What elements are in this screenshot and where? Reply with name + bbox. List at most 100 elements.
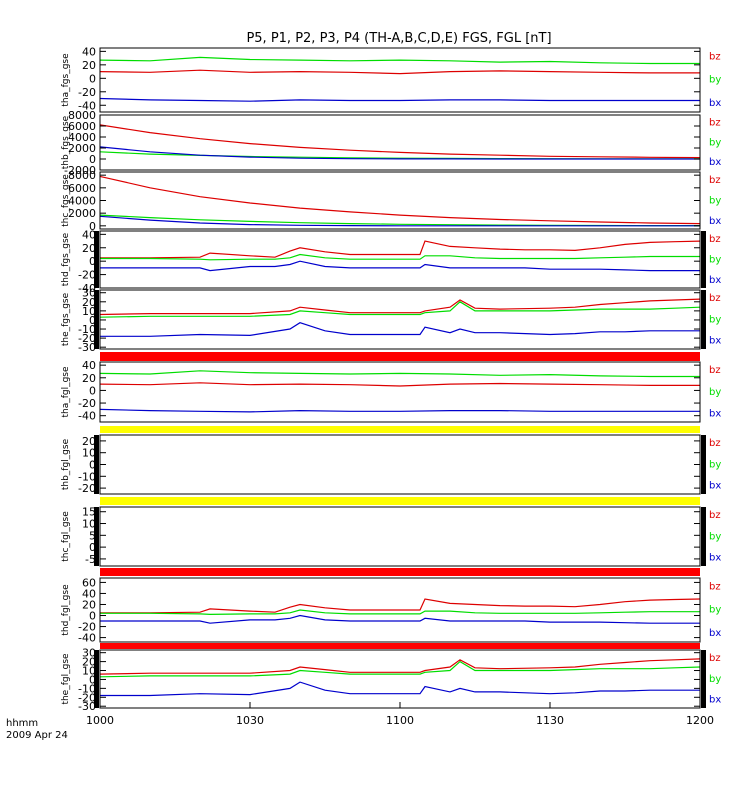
legend-by: by bbox=[709, 531, 721, 542]
panel-frame bbox=[99, 114, 701, 171]
series-line-bz bbox=[99, 175, 701, 225]
status-band bbox=[100, 426, 700, 433]
panel-frame bbox=[99, 47, 701, 113]
y-tick-label: -10 bbox=[78, 323, 96, 336]
y-tick-label: 20 bbox=[82, 598, 96, 611]
y-tick-label: -5 bbox=[85, 553, 96, 566]
legend-by: by bbox=[709, 314, 721, 325]
y-tick-label: 0 bbox=[89, 255, 96, 268]
y-tick-label: 0 bbox=[89, 541, 96, 554]
legend-bz: bz bbox=[709, 293, 721, 304]
series-line-by bbox=[99, 370, 700, 378]
y-tick-label: 0 bbox=[89, 72, 96, 85]
series-line-bx bbox=[99, 408, 700, 413]
series-line-bx bbox=[100, 614, 700, 624]
y-tick-label: -2000 bbox=[64, 164, 96, 177]
y-tick-label: 40 bbox=[82, 45, 96, 58]
legend-by: by bbox=[709, 459, 721, 470]
panel-frame bbox=[99, 434, 701, 495]
y-tick-label: 60 bbox=[82, 576, 96, 589]
y-tick-label: -40 bbox=[78, 632, 96, 645]
legend-bx: bx bbox=[709, 408, 721, 419]
panel-frame bbox=[99, 289, 701, 350]
series-line-bz bbox=[100, 240, 701, 259]
panel-frame bbox=[99, 171, 701, 230]
y-tick-label: 0 bbox=[89, 459, 96, 472]
y-tick-label: 20 bbox=[82, 656, 96, 669]
y-tick-label: -20 bbox=[78, 397, 96, 410]
series-line-bz bbox=[100, 598, 701, 614]
y-tick-label: 20 bbox=[82, 372, 96, 385]
legend-bz: bz bbox=[709, 52, 721, 63]
legend-bx: bx bbox=[709, 336, 721, 347]
legend-bz: bz bbox=[709, 234, 721, 245]
series-line-by bbox=[100, 609, 700, 616]
legend-bx: bx bbox=[709, 216, 721, 227]
panel-ylabel: thc_fgl_gse bbox=[61, 511, 71, 562]
legend-bz: bz bbox=[709, 582, 721, 593]
x-tick-label: 1100 bbox=[386, 714, 414, 727]
y-tick-label: -20 bbox=[78, 621, 96, 634]
y-tick-label: 20 bbox=[82, 242, 96, 255]
panel-side-marker bbox=[701, 650, 706, 708]
series-line-bx bbox=[99, 215, 700, 227]
series-line-bz bbox=[99, 69, 700, 75]
panel-ylabel: thb_fgs_gse bbox=[61, 115, 71, 169]
panel-side-marker bbox=[94, 435, 99, 494]
series-line-by bbox=[99, 301, 701, 318]
panel-frame bbox=[99, 649, 701, 709]
y-tick-label: -20 bbox=[78, 269, 96, 282]
series-line-bx bbox=[99, 97, 700, 102]
legend-bz: bz bbox=[709, 653, 721, 664]
legend-bz: bz bbox=[709, 365, 721, 376]
panel-side-marker bbox=[701, 290, 706, 349]
y-tick-label: 20 bbox=[82, 435, 96, 448]
series-line-bz bbox=[99, 298, 701, 316]
panel-frame bbox=[99, 506, 701, 567]
panel-ylabel: thd_fgl_gse bbox=[61, 584, 71, 636]
chart-title: P5, P1, P2, P3, P4 (TH-A,B,C,D,E) FGS, F… bbox=[246, 31, 551, 46]
series-line-by bbox=[100, 253, 700, 261]
legend-by: by bbox=[709, 75, 721, 86]
legend-bx: bx bbox=[709, 157, 721, 168]
series-line-bx bbox=[100, 260, 700, 272]
y-tick-label: 10 bbox=[82, 665, 96, 678]
panel-side-marker bbox=[94, 507, 99, 566]
y-tick-label: 20 bbox=[82, 296, 96, 309]
legend-bx: bx bbox=[709, 553, 721, 564]
status-band bbox=[100, 568, 700, 576]
y-tick-label: 30 bbox=[82, 647, 96, 660]
x-tick-label: 1130 bbox=[536, 714, 564, 727]
legend-bz: bz bbox=[709, 510, 721, 521]
panel-ylabel: the_fgs_gse bbox=[61, 292, 71, 346]
legend-by: by bbox=[709, 137, 721, 148]
y-tick-label: -20 bbox=[78, 482, 96, 495]
legend-by: by bbox=[709, 195, 721, 206]
y-tick-label: 0 bbox=[89, 314, 96, 327]
y-tick-label: 40 bbox=[82, 587, 96, 600]
y-tick-label: 8000 bbox=[68, 109, 96, 122]
legend-bz: bz bbox=[709, 438, 721, 449]
legend-bx: bx bbox=[709, 275, 721, 286]
x-tick-label: 1200 bbox=[686, 714, 714, 727]
y-tick-label: -30 bbox=[78, 341, 96, 354]
legend-bz: bz bbox=[709, 175, 721, 186]
y-tick-label: -10 bbox=[78, 682, 96, 695]
y-tick-label: -30 bbox=[78, 700, 96, 713]
y-tick-label: 10 bbox=[82, 518, 96, 531]
legend-bx: bx bbox=[709, 695, 721, 706]
y-tick-label: 0 bbox=[89, 384, 96, 397]
y-tick-label: -40 bbox=[78, 410, 96, 423]
x-tick-label: 1030 bbox=[236, 714, 264, 727]
y-tick-label: 30 bbox=[82, 287, 96, 300]
series-line-bz bbox=[99, 658, 701, 675]
panel-frame bbox=[99, 577, 701, 643]
